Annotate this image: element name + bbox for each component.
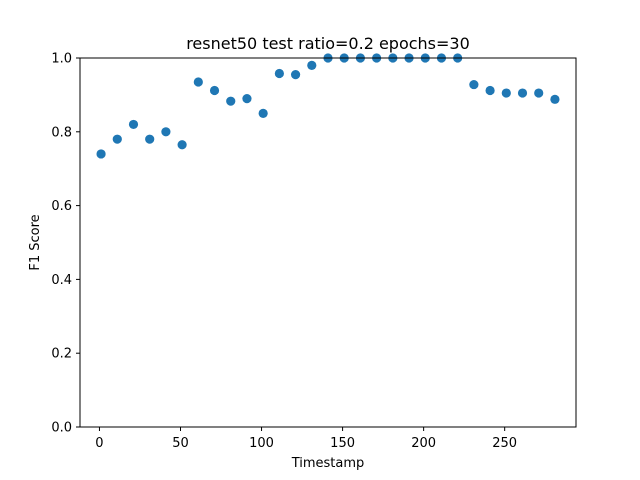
data-point (485, 85, 495, 96)
data-point (177, 140, 187, 150)
y-tick-label: 0.0 (51, 421, 72, 436)
data-point (517, 88, 528, 98)
data-point (258, 108, 268, 118)
data-point (550, 94, 560, 104)
data-point (145, 134, 155, 144)
data-point (534, 88, 544, 98)
x-tick-label: 250 (492, 436, 517, 451)
data-point (209, 85, 220, 96)
y-tick-label: 0.2 (51, 347, 72, 362)
x-tick-label: 100 (249, 436, 274, 451)
data-point (274, 68, 284, 79)
chart-title: resnet50 test ratio=0.2 epochs=30 (186, 34, 470, 53)
plot-area-frame (79, 57, 577, 428)
x-tick-label: 0 (95, 436, 103, 451)
data-point (290, 70, 301, 80)
data-point (242, 93, 252, 104)
data-point (96, 149, 106, 159)
y-tick-label: 1.0 (51, 52, 72, 67)
data-point (226, 96, 236, 106)
data-point (469, 79, 479, 90)
y-tick-label: 0.4 (51, 273, 72, 288)
x-tick-label: 150 (330, 436, 355, 451)
x-axis-label: Timestamp (291, 456, 365, 471)
data-point (112, 134, 122, 144)
y-axis-label: F1 Score (28, 214, 43, 270)
y-tick-label: 0.6 (51, 199, 72, 214)
data-point (307, 60, 317, 70)
data-point (161, 127, 171, 137)
data-point (128, 119, 139, 130)
scatter-points (96, 53, 560, 159)
x-axis-ticks: 0 50 100 150 200 250 (95, 427, 517, 451)
x-tick-label: 200 (411, 436, 436, 451)
y-axis-ticks: 0.0 0.2 0.4 0.6 0.8 1.0 (51, 52, 80, 436)
x-tick-label: 50 (172, 436, 189, 451)
y-tick-label: 0.8 (51, 125, 72, 140)
data-point (501, 88, 511, 98)
data-point (193, 77, 203, 87)
